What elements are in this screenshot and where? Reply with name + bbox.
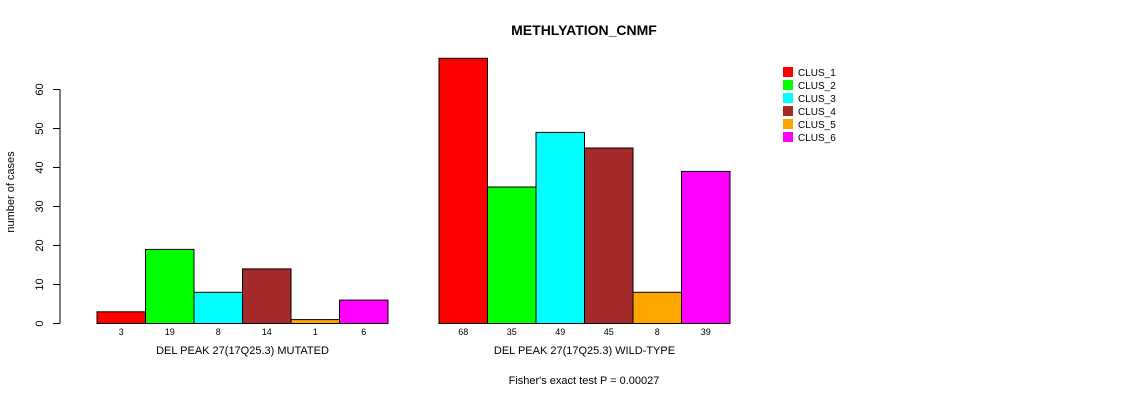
bar-clus-4 [242,268,292,324]
bar-count-label: 14 [262,327,272,337]
bar-clus-3 [535,131,585,324]
bar-count-label: 49 [555,327,565,337]
bar-count-label: 6 [361,327,366,337]
bar-clus-2 [487,186,537,324]
y-tick-label: 50 [34,122,46,134]
y-tick-label: 10 [34,278,46,290]
bar-count-label: 35 [507,327,517,337]
bar-clus-5 [632,291,682,324]
bar-count-label: 19 [165,327,175,337]
chart-title: METHLYATION_CNMF [511,22,657,38]
bar-clus-4 [584,147,634,324]
bar-clus-1 [438,57,488,325]
y-axis: 0 10 20 30 40 50 60 [34,83,61,327]
legend-label: CLUS_5 [798,120,836,131]
group-label: DEL PEAK 27(17Q25.3) MUTATED [156,345,329,357]
legend-label: CLUS_2 [798,81,836,92]
bar-clus-3 [193,291,243,324]
bar-count-label: 8 [216,327,221,337]
group-label: DEL PEAK 27(17Q25.3) WILD-TYPE [494,345,675,357]
bar-count-label: 68 [458,327,468,337]
y-tick-label: 40 [34,161,46,173]
bars: 3 19 8 14 1 6 68 35 49 45 8 39 [96,57,731,337]
y-tick-label: 0 [34,320,46,326]
legend-swatch [783,119,793,129]
bar-count-label: 8 [655,327,660,337]
fisher-test-label: Fisher's exact test P = 0.00027 [509,375,660,387]
legend-label: CLUS_6 [798,133,836,144]
bar-count-label: 39 [701,327,711,337]
bar-clus-6 [339,299,389,325]
legend-swatch [783,93,793,103]
bar-clus-6 [681,170,731,324]
legend-swatch [783,80,793,90]
legend-label: CLUS_1 [798,68,836,79]
y-axis-title: number of cases [5,151,17,233]
legend-label: CLUS_4 [798,107,836,118]
y-tick-label: 30 [34,200,46,212]
bar-count-label: 3 [119,327,124,337]
bar-clus-2 [145,248,195,324]
legend-swatch [783,106,793,116]
y-tick-label: 20 [34,239,46,251]
bar-count-label: 45 [604,327,614,337]
bar-count-label: 1 [313,327,318,337]
group-labels: DEL PEAK 27(17Q25.3) MUTATED DEL PEAK 27(… [156,345,675,357]
y-tick-label: 60 [34,83,46,95]
legend-label: CLUS_3 [798,94,836,105]
legend-swatch [783,132,793,142]
legend: CLUS_1 CLUS_2 CLUS_3 CLUS_4 CLUS_5 CLUS_6 [783,67,836,144]
legend-swatch [783,67,793,77]
bar-clus-1 [96,311,146,324]
bar-clus-5 [290,319,340,325]
